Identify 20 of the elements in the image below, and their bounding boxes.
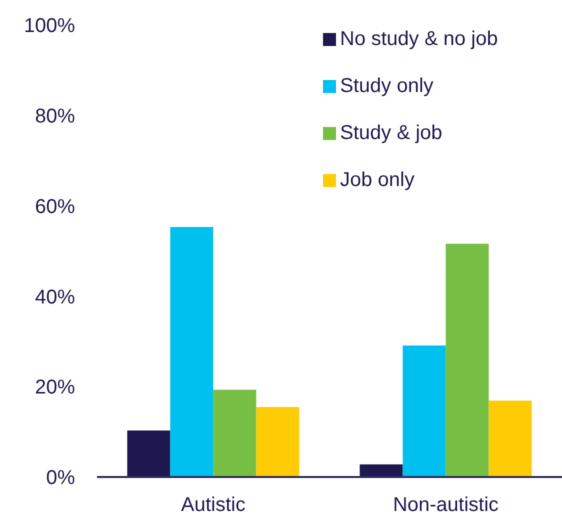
x-tick-label: Autistic xyxy=(181,494,246,516)
bar xyxy=(446,244,489,477)
legend-label: Study only xyxy=(340,75,434,98)
bar xyxy=(256,406,300,477)
bar xyxy=(488,400,532,477)
bar xyxy=(360,464,403,477)
y-tick-label: 80% xyxy=(34,106,76,128)
y-tick-label: 100% xyxy=(24,15,76,38)
x-tick-label: Non-autistic xyxy=(392,494,499,516)
bar xyxy=(402,345,446,477)
bar xyxy=(213,390,256,477)
y-tick-label: 60% xyxy=(34,196,76,218)
y-tick-label: 20% xyxy=(34,376,76,399)
y-tick-label: 0% xyxy=(46,467,76,490)
legend-label: No study & no job xyxy=(340,28,498,51)
legend-label: Study & job xyxy=(340,122,442,145)
legend-label: Job only xyxy=(340,169,414,192)
bar xyxy=(127,430,170,477)
y-tick-label: 40% xyxy=(34,286,76,308)
bar xyxy=(170,227,214,477)
